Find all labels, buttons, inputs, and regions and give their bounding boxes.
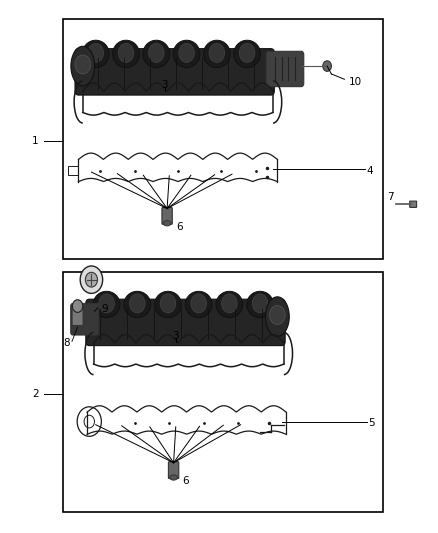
FancyBboxPatch shape: [86, 299, 285, 345]
Circle shape: [118, 43, 134, 62]
Circle shape: [209, 43, 225, 62]
Circle shape: [252, 294, 268, 313]
Text: 2: 2: [32, 389, 39, 399]
FancyBboxPatch shape: [71, 303, 99, 335]
Text: 4: 4: [366, 166, 373, 175]
Ellipse shape: [203, 40, 230, 68]
Circle shape: [72, 300, 83, 312]
Ellipse shape: [71, 46, 95, 86]
Text: 8: 8: [63, 338, 70, 348]
Circle shape: [130, 294, 145, 313]
Ellipse shape: [124, 292, 151, 318]
Ellipse shape: [185, 292, 212, 318]
Ellipse shape: [113, 40, 139, 68]
FancyBboxPatch shape: [266, 51, 304, 87]
Ellipse shape: [143, 40, 170, 68]
Text: 3: 3: [162, 79, 168, 90]
FancyBboxPatch shape: [162, 207, 172, 224]
Circle shape: [222, 294, 237, 313]
Text: 5: 5: [368, 418, 375, 428]
Ellipse shape: [155, 292, 181, 318]
Ellipse shape: [170, 475, 177, 480]
FancyBboxPatch shape: [75, 49, 274, 95]
Ellipse shape: [163, 221, 171, 226]
Ellipse shape: [265, 297, 289, 336]
Bar: [64, 19, 383, 259]
Circle shape: [75, 55, 91, 74]
Circle shape: [270, 305, 285, 325]
Ellipse shape: [234, 40, 261, 68]
Circle shape: [85, 272, 98, 287]
Circle shape: [239, 43, 255, 62]
Text: 10: 10: [349, 77, 362, 87]
Text: 6: 6: [182, 476, 189, 486]
Ellipse shape: [247, 292, 273, 318]
Ellipse shape: [216, 292, 243, 318]
Circle shape: [179, 43, 194, 62]
Text: 6: 6: [176, 222, 182, 232]
Text: 7: 7: [388, 192, 394, 202]
FancyBboxPatch shape: [168, 462, 179, 479]
Ellipse shape: [93, 292, 120, 318]
Ellipse shape: [82, 40, 109, 68]
Bar: [64, 272, 383, 512]
Circle shape: [99, 294, 114, 313]
Circle shape: [323, 61, 332, 71]
Circle shape: [88, 43, 103, 62]
Circle shape: [160, 294, 176, 313]
Circle shape: [191, 294, 206, 313]
Bar: [67, 166, 78, 175]
Circle shape: [148, 43, 164, 62]
Circle shape: [80, 266, 102, 293]
Ellipse shape: [173, 40, 200, 68]
Text: 3: 3: [173, 331, 179, 341]
Text: 9: 9: [101, 304, 108, 314]
Text: 1: 1: [32, 136, 39, 146]
FancyBboxPatch shape: [72, 306, 83, 326]
FancyBboxPatch shape: [410, 201, 417, 207]
